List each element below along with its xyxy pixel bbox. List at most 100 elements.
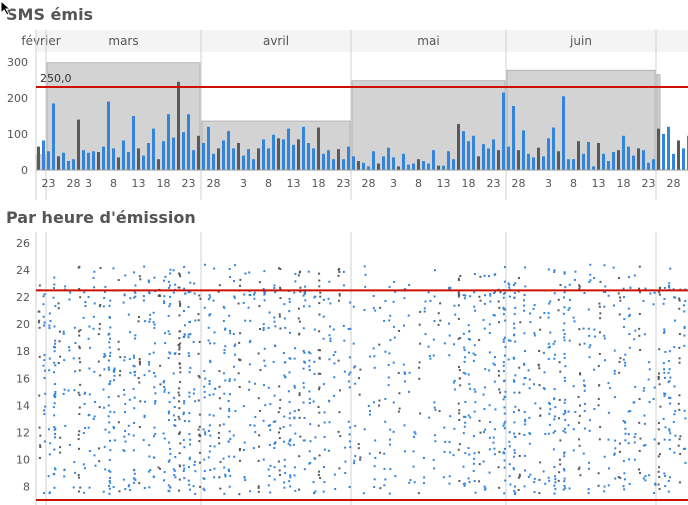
scatter-point xyxy=(112,426,115,429)
scatter-point xyxy=(197,352,200,355)
scatter-point xyxy=(314,436,317,439)
scatter-point xyxy=(548,412,551,415)
scatter-point xyxy=(274,420,277,423)
scatter-point xyxy=(228,329,231,332)
scatter-point xyxy=(279,267,282,270)
scatter-point xyxy=(517,277,520,280)
scatter-point xyxy=(597,472,600,475)
scatter-point xyxy=(318,285,321,288)
scatter-point xyxy=(642,444,645,447)
scatter-point xyxy=(238,449,241,452)
scatter-point xyxy=(378,399,381,402)
scatter-point xyxy=(398,329,401,332)
scatter-point xyxy=(318,302,321,305)
scatter-point xyxy=(469,295,472,298)
scatter-point xyxy=(328,280,331,283)
scatter-point xyxy=(54,364,57,367)
scatter-point xyxy=(167,419,170,422)
scatter-point xyxy=(333,376,336,379)
daily-bar xyxy=(387,147,390,170)
scatter-point xyxy=(588,356,591,359)
scatter-point xyxy=(239,284,242,287)
scatter-point xyxy=(82,431,85,434)
scatter-point xyxy=(564,365,567,368)
scatter-point xyxy=(477,451,480,454)
scatter-point xyxy=(478,463,481,466)
scatter-point xyxy=(102,388,105,391)
scatter-point xyxy=(323,421,326,424)
scatter-point xyxy=(619,357,622,360)
scatter-point xyxy=(657,378,660,381)
scatter-point xyxy=(684,299,687,302)
scatter-point xyxy=(193,388,196,391)
scatter-point xyxy=(117,421,120,424)
scatter-point xyxy=(338,293,341,296)
scatter-point xyxy=(79,383,82,386)
scatter-point xyxy=(223,306,226,309)
scatter-point xyxy=(54,346,57,349)
scatter-point xyxy=(172,414,175,417)
scatter-point xyxy=(43,324,46,327)
scatter-point xyxy=(189,488,192,491)
scatter-point xyxy=(508,431,511,434)
scatter-point xyxy=(262,458,265,461)
scatter-point xyxy=(574,411,577,414)
scatter-point xyxy=(343,370,346,373)
scatter-point xyxy=(103,353,106,356)
scatter-point xyxy=(443,450,446,453)
scatter-point xyxy=(308,390,311,393)
scatter-point xyxy=(202,428,205,431)
scatter-point xyxy=(108,469,111,472)
daily-bar xyxy=(647,162,650,170)
scatter-point xyxy=(529,321,532,324)
scatter-point xyxy=(613,349,616,352)
scatter-point xyxy=(254,431,257,434)
scatter-point xyxy=(248,341,251,344)
scatter-point xyxy=(43,293,46,296)
scatter-point xyxy=(388,492,391,495)
scatter-point xyxy=(524,350,527,353)
scatter-point xyxy=(539,316,542,319)
scatter-point xyxy=(547,401,550,404)
x-day-tick-label: 18 xyxy=(462,177,476,190)
scatter-point xyxy=(662,362,665,365)
scatter-point xyxy=(633,274,636,277)
daily-bar xyxy=(307,143,310,170)
scatter-point xyxy=(74,471,77,474)
scatter-point xyxy=(113,411,116,414)
scatter-point xyxy=(629,286,632,289)
scatter-point xyxy=(583,402,586,405)
scatter-point xyxy=(393,336,396,339)
scatter-point xyxy=(329,302,332,305)
scatter-point xyxy=(667,490,670,493)
scatter-point xyxy=(423,476,426,479)
scatter-point xyxy=(269,403,272,406)
daily-bar xyxy=(422,161,425,170)
scatter-point xyxy=(539,461,542,464)
scatter-point xyxy=(482,460,485,463)
scatter-point xyxy=(159,295,162,298)
daily-bar xyxy=(467,141,470,170)
scatter-point xyxy=(289,438,292,441)
scatter-point xyxy=(644,475,647,478)
scatter-point xyxy=(153,326,156,329)
scatter-point xyxy=(524,377,527,380)
scatter-point xyxy=(333,362,336,365)
scatter-point xyxy=(62,330,65,333)
scatter-point xyxy=(558,471,561,474)
scatter-point xyxy=(518,473,521,476)
scatter-point xyxy=(368,410,371,413)
scatter-point xyxy=(658,453,661,456)
scatter-point xyxy=(488,323,491,326)
scatter-point xyxy=(668,282,671,285)
scatter-point xyxy=(123,293,126,296)
scatter-point xyxy=(379,487,382,490)
scatter-point xyxy=(583,384,586,387)
scatter-point xyxy=(132,271,135,274)
scatter-point xyxy=(138,482,141,485)
scatter-point xyxy=(374,309,377,312)
scatter-point xyxy=(329,325,332,328)
scatter-point xyxy=(133,296,136,299)
scatter-point xyxy=(283,465,286,468)
scatter-point xyxy=(568,339,571,342)
